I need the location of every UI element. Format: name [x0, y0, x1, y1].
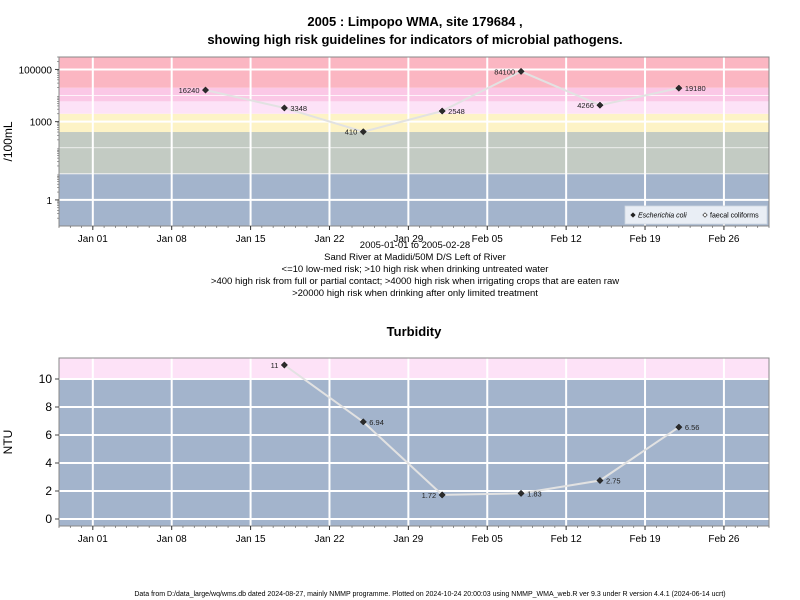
x-tick-label: Jan 29: [393, 234, 423, 245]
data-label: 2548: [448, 107, 465, 116]
x-tick-label: Feb 26: [708, 234, 740, 245]
x-tick-label: Feb 05: [472, 534, 504, 545]
data-label: 1.83: [527, 489, 542, 498]
x-tick-label: Jan 15: [236, 234, 266, 245]
risk-band-6: [59, 57, 769, 88]
data-point: [359, 418, 367, 426]
data-point: [675, 84, 683, 92]
data-label: 16240: [179, 86, 200, 95]
plot-frame: [58, 56, 770, 227]
site-location-note: Sand River at Madidi/50M D/S Left of Riv…: [324, 252, 506, 263]
data-point: [438, 107, 446, 115]
x-tick-label: Jan 29: [393, 534, 423, 545]
data-label: 6.94: [369, 418, 384, 427]
x-tick-label: Feb 26: [708, 534, 740, 545]
data-label: 19180: [685, 84, 706, 93]
x-tick-label: Feb 12: [551, 234, 583, 245]
footer-note: Data from D:/data_large/wq/wms.db dated …: [134, 591, 725, 598]
legend-label: faecal coliforms: [710, 213, 759, 220]
x-tick-label: Jan 01: [78, 234, 108, 245]
y-tick-label: 4: [45, 456, 52, 470]
data-point: [359, 128, 367, 136]
y-axis-label: NTU: [1, 430, 15, 455]
x-tick-label: Jan 01: [78, 534, 108, 545]
x-tick-label: Jan 22: [314, 234, 344, 245]
y-tick-label: 6: [45, 428, 52, 442]
x-tick-label: Feb 19: [629, 234, 661, 245]
risk-band-4: [59, 101, 769, 114]
data-label: 4266: [577, 101, 594, 110]
x-tick-label: Feb 05: [472, 234, 504, 245]
x-tick-label: Jan 08: [157, 234, 187, 245]
data-label: 2.75: [606, 477, 621, 486]
legend-marker: [702, 212, 708, 218]
data-point: [438, 491, 446, 499]
y-tick-label: 2: [45, 484, 52, 498]
microbial-plot-area: 1 1000 100000 Jan 01 Jan 08 Jan 15 Jan 22 Jan 2…: [1, 56, 770, 245]
y-tick-label: 100000: [19, 65, 53, 76]
data-point: [517, 67, 525, 75]
data-label: 6.56: [685, 423, 700, 432]
y-tick-label: 8: [45, 400, 52, 414]
data-label: 410: [345, 128, 358, 137]
series-line: [283, 364, 680, 496]
x-tick-label: Jan 08: [157, 534, 187, 545]
risk-band-1: [59, 379, 769, 526]
y-axis-label: /100mL: [1, 121, 15, 161]
x-tick-label: Feb 19: [629, 534, 661, 545]
data-label: 3348: [290, 104, 307, 113]
y-tick-label: 0: [45, 512, 52, 526]
data-point: [596, 476, 604, 485]
chart-subtitle: showing high risk guidelines for indicat…: [207, 32, 622, 47]
legend-box: [624, 205, 768, 225]
data-label: 11: [271, 361, 279, 370]
data-label: 1.72: [422, 491, 437, 500]
x-tick-label: Feb 12: [551, 534, 583, 545]
y-tick-label: 1: [46, 196, 52, 207]
data-point: [201, 86, 210, 94]
guideline-note-2: >400 high risk from full or partial cont…: [211, 276, 619, 287]
legend-label: Escherichia coli: [638, 213, 687, 220]
y-tick-label: 1000: [30, 118, 53, 129]
x-tick-label: Jan 22: [314, 534, 344, 545]
risk-band-5: [59, 87, 769, 102]
data-point: [675, 423, 683, 431]
guideline-note-3: >20000 high risk when drinking after onl…: [292, 288, 538, 299]
data-point: [280, 104, 288, 112]
turbidity-plot-area: 0 2 4 6 8 10 Jan 01 Jan 08 Jan 15 Jan 22 Jan 29 Feb…: [1, 357, 770, 545]
chart-title: 2005 : Limpopo WMA, site 179684 ,: [307, 14, 522, 29]
risk-band-3: [59, 113, 769, 133]
x-tick-label: Jan 15: [236, 534, 266, 545]
guideline-note-1: <=10 low-med risk; >10 high risk when dr…: [282, 264, 549, 275]
data-label: 84100: [494, 67, 515, 76]
plot-frame: [58, 357, 770, 527]
risk-band-2: [59, 132, 769, 174]
date-range-note: 2005-01-01 to 2005-02-28: [360, 240, 470, 251]
data-point: [596, 101, 604, 109]
data-point: [517, 489, 525, 497]
data-point: [280, 361, 288, 369]
y-tick-label: 10: [39, 372, 53, 386]
legend-marker: [630, 212, 636, 218]
risk-band-2: [59, 358, 769, 379]
turbidity-title: Turbidity: [387, 324, 442, 339]
